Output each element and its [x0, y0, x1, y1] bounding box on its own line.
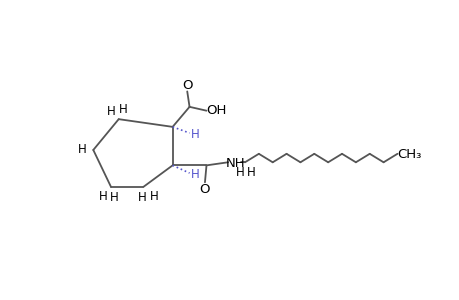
Text: H: H — [78, 143, 87, 157]
Text: O: O — [199, 183, 210, 196]
Text: H: H — [110, 191, 118, 204]
Text: NH: NH — [225, 157, 245, 169]
Text: H: H — [191, 128, 200, 141]
Text: H: H — [235, 166, 244, 179]
Text: H: H — [150, 190, 158, 203]
Text: OH: OH — [206, 104, 226, 117]
Text: H: H — [106, 105, 115, 118]
Text: O: O — [182, 79, 192, 92]
Text: H: H — [246, 166, 255, 179]
Text: H: H — [137, 191, 146, 204]
Text: H: H — [119, 103, 128, 116]
Text: CH₃: CH₃ — [397, 148, 421, 161]
Text: H: H — [99, 190, 107, 203]
Text: H: H — [191, 168, 200, 181]
